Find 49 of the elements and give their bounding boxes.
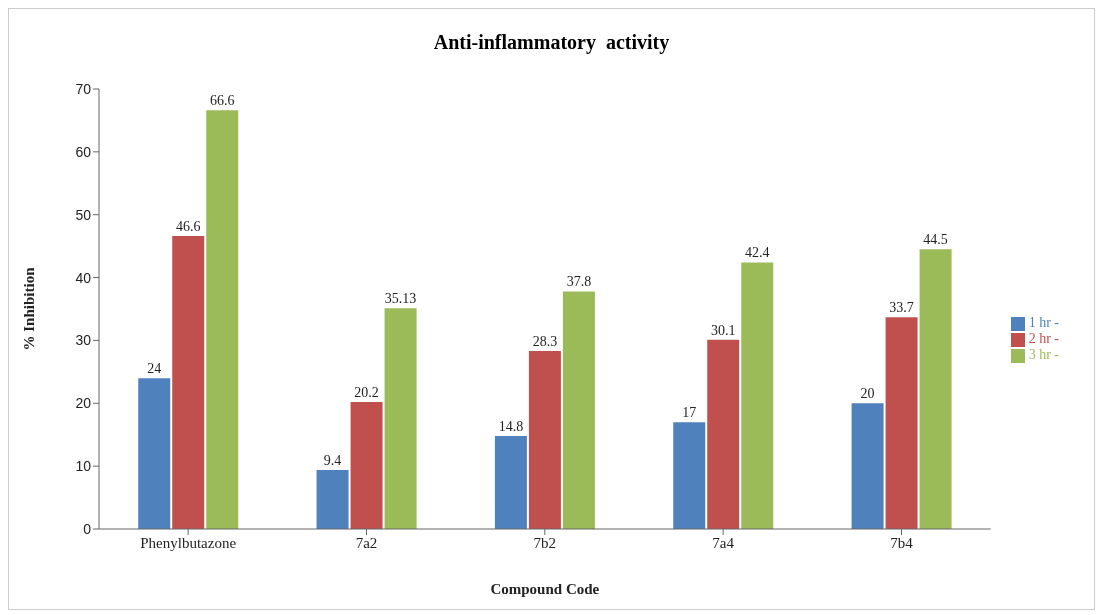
legend-label: 3 hr - xyxy=(1028,347,1059,362)
x-axis-title: Compound Code xyxy=(490,581,600,597)
data-label: 46.6 xyxy=(175,219,201,235)
y-tick-label: 20 xyxy=(75,395,92,412)
y-tick-label: 10 xyxy=(75,458,92,475)
y-tick-label: 30 xyxy=(75,332,92,349)
data-label: 28.3 xyxy=(532,334,558,350)
data-label: 30.1 xyxy=(710,322,736,338)
x-tick-label: 7a4 xyxy=(712,534,735,551)
y-axis-title: % Inhibition xyxy=(21,266,38,351)
y-tick-label: 60 xyxy=(75,143,92,160)
data-label: 44.5 xyxy=(923,232,948,248)
x-tick-label: Phenylbutazone xyxy=(140,534,237,551)
bar xyxy=(316,469,349,529)
bar xyxy=(384,308,417,529)
data-label: 33.7 xyxy=(889,300,914,316)
y-tick-label: 70 xyxy=(75,80,92,97)
legend-label: 2 hr - xyxy=(1028,331,1059,346)
data-label: 35.13 xyxy=(384,291,417,307)
y-tick-label: 0 xyxy=(83,520,92,537)
data-label: 37.8 xyxy=(566,274,592,290)
x-tick-label: 7b2 xyxy=(533,534,557,551)
bar xyxy=(138,378,171,529)
bar xyxy=(350,402,383,529)
data-label: 20.2 xyxy=(354,385,379,401)
bar xyxy=(741,262,774,529)
x-tick-label: 7a2 xyxy=(355,534,378,551)
bar xyxy=(919,249,952,529)
data-label: 24 xyxy=(147,361,162,377)
data-label: 20 xyxy=(860,386,875,402)
y-tick-label: 50 xyxy=(75,206,92,223)
data-label: 42.4 xyxy=(744,245,770,261)
bar xyxy=(494,435,527,529)
x-tick-label: 7b4 xyxy=(890,534,914,551)
data-label: 66.6 xyxy=(209,93,235,109)
y-tick-label: 40 xyxy=(75,269,92,286)
bar xyxy=(562,291,595,529)
bar xyxy=(206,110,239,529)
bar xyxy=(528,351,561,529)
bar xyxy=(673,422,706,529)
data-label: 14.8 xyxy=(498,418,524,434)
bar xyxy=(172,236,205,529)
data-label: 9.4 xyxy=(323,452,342,468)
bar xyxy=(885,317,918,529)
chart-title: Anti-inflammatory activity xyxy=(432,30,671,56)
bar xyxy=(851,403,884,529)
bar xyxy=(707,339,740,529)
legend-label: 1 hr - xyxy=(1028,315,1059,330)
data-label: 17 xyxy=(682,405,697,421)
